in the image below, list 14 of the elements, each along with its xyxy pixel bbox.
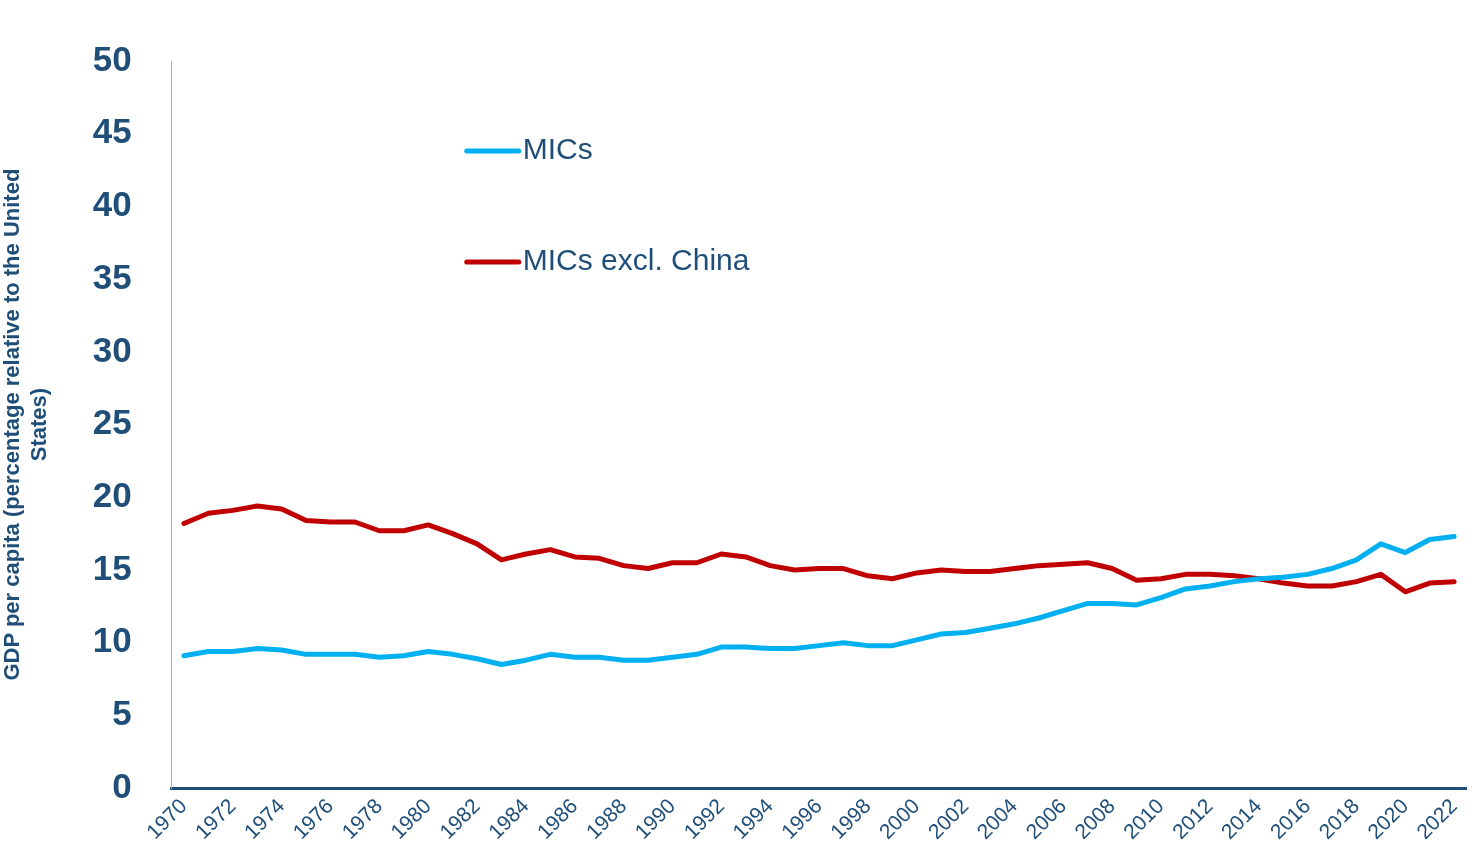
y-tick-label: 10 <box>92 620 132 660</box>
y-tick-label: 0 <box>112 765 132 805</box>
y-tick-label: 30 <box>92 329 132 369</box>
y-tick-label: 45 <box>92 111 132 151</box>
legend-label: MICs excl. China <box>522 243 750 277</box>
y-tick-label: 40 <box>92 184 132 224</box>
y-tick-label: 20 <box>92 474 132 514</box>
legend-label: MICs <box>522 132 593 166</box>
y-tick-label: 35 <box>92 256 132 296</box>
y-tick-label: 50 <box>92 38 132 78</box>
y-tick-label: 25 <box>92 402 132 442</box>
y-tick-label: 5 <box>112 693 132 733</box>
y-axis-title: GDP per capita (percentage relative to the United States) <box>0 168 51 681</box>
y-tick-label: 15 <box>92 547 132 587</box>
